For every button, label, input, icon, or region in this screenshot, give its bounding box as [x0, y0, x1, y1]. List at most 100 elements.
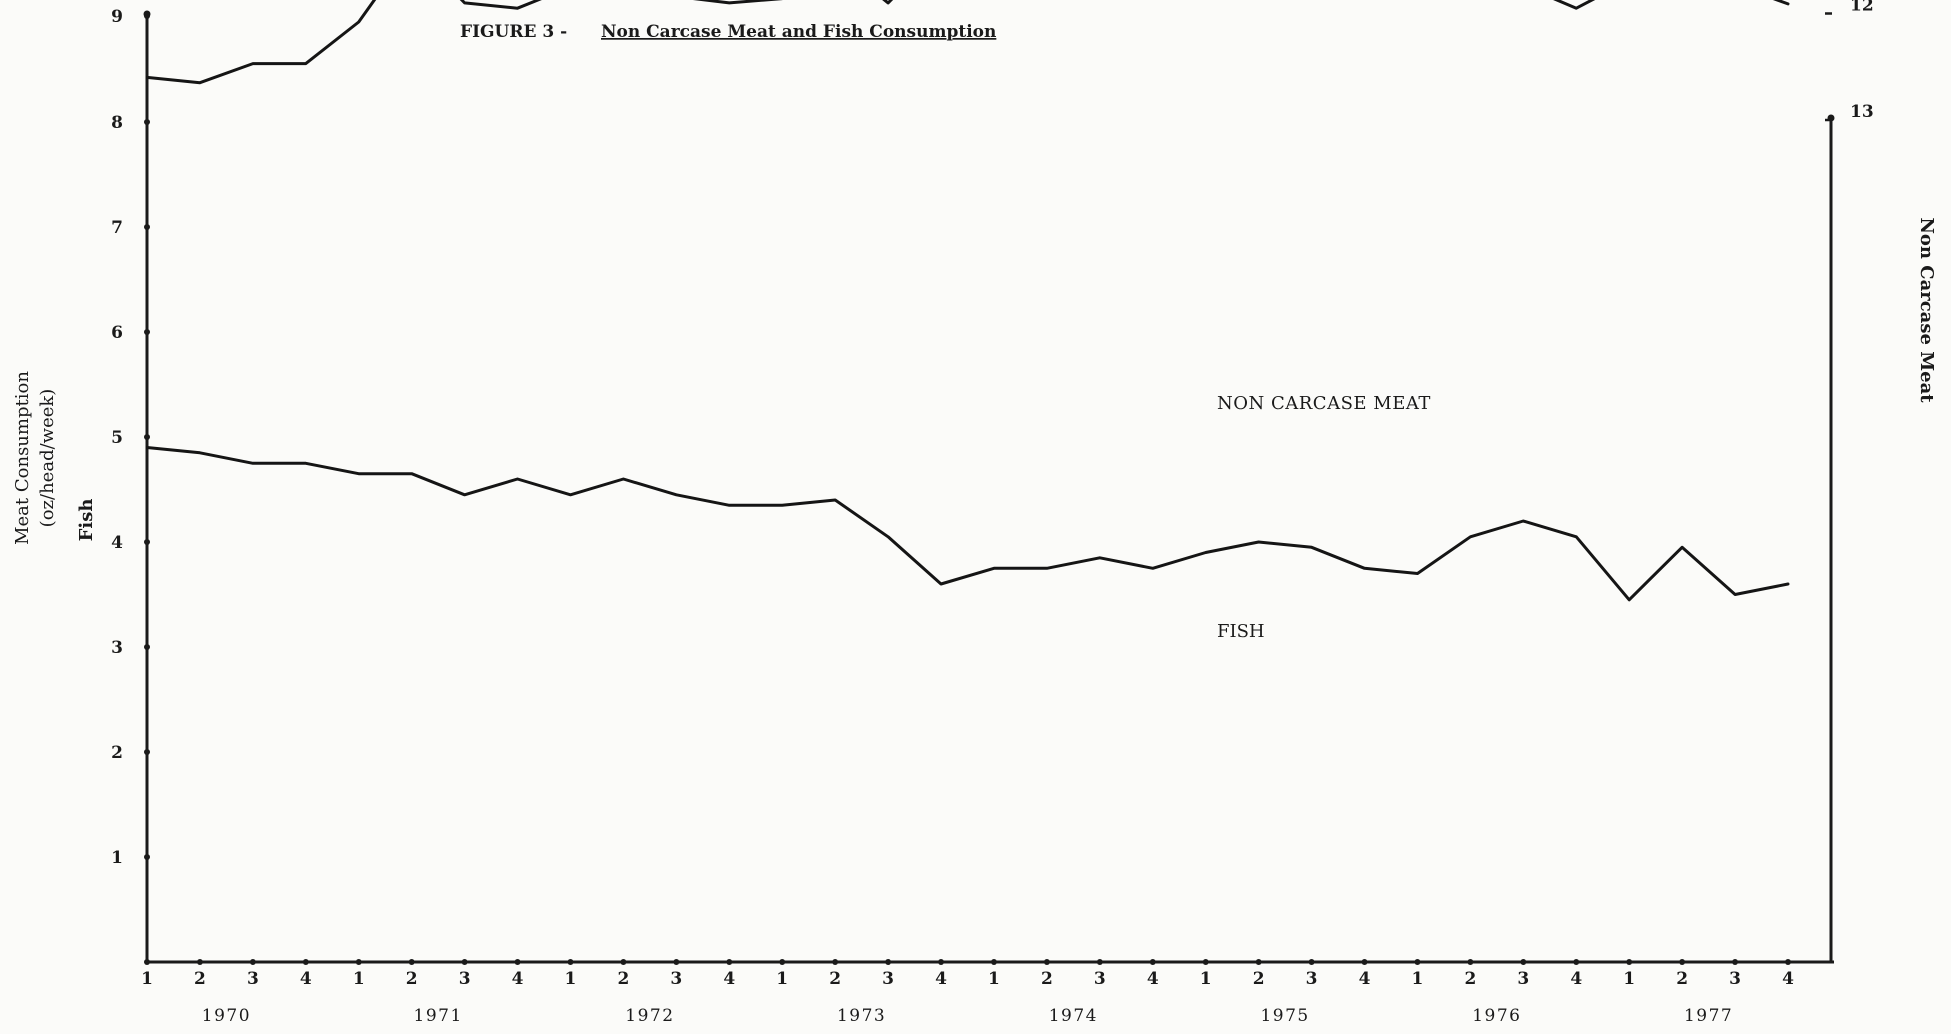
x-quarter-label: 4	[1359, 969, 1371, 989]
left-tick-dot	[144, 119, 150, 125]
left-tick-label: 2	[111, 743, 123, 763]
x-tick-dot	[620, 959, 627, 965]
x-year-label: 1973	[837, 1006, 886, 1026]
x-year-label: 1977	[1684, 1006, 1733, 1026]
x-tick-dot	[514, 959, 521, 965]
x-tick-dot	[1308, 959, 1315, 965]
x-quarter-label: 2	[406, 969, 418, 989]
left-tick-dot	[144, 854, 150, 860]
left-tick-label: 9	[111, 7, 123, 27]
left-axis-title: Meat Consumption	[12, 371, 33, 545]
x-tick-dot	[249, 959, 256, 965]
x-tick-dot	[1573, 959, 1580, 965]
chart-title: Non Carcase Meat and Fish Consumption	[601, 22, 996, 42]
right-tick-label: 13	[1850, 102, 1874, 122]
x-tick-dot	[1626, 959, 1633, 965]
x-quarter-label: 1	[565, 969, 577, 989]
left-tick-label: 3	[111, 638, 123, 658]
left-tick-label: 6	[111, 323, 123, 343]
x-quarter-label: 4	[1147, 969, 1159, 989]
x-quarter-label: 2	[1464, 969, 1476, 989]
chart-title-prefix: FIGURE 3 -	[460, 22, 567, 42]
x-tick-dot	[461, 959, 468, 965]
ticks-group: 1234567891011121312341234123412341234123…	[111, 0, 1874, 989]
x-year-label: 1972	[625, 1006, 674, 1026]
x-tick-dot	[1096, 959, 1103, 965]
x-quarter-label: 3	[247, 969, 259, 989]
x-tick-dot	[1255, 959, 1262, 965]
left-tick-label: 8	[111, 113, 123, 133]
left-tick-dot	[144, 13, 150, 19]
x-tick-dot	[885, 959, 892, 965]
left-tick-label: 4	[111, 533, 123, 553]
right-tick-label: 12	[1850, 0, 1874, 16]
x-tick-dot	[1043, 959, 1050, 965]
x-tick-dot	[1361, 959, 1368, 965]
x-quarter-label: 1	[776, 969, 788, 989]
left-tick-dot	[144, 539, 150, 545]
x-year-label: 1971	[414, 1006, 463, 1026]
x-tick-dot	[408, 959, 415, 965]
x-quarter-label: 3	[1306, 969, 1318, 989]
x-quarter-label: 2	[1676, 969, 1688, 989]
x-tick-dot	[673, 959, 680, 965]
left-tick-dot	[144, 329, 150, 335]
x-tick-dot	[355, 959, 362, 965]
x-tick-dot	[196, 959, 203, 965]
x-tick-dot	[567, 959, 574, 965]
x-tick-dot	[302, 959, 309, 965]
x-tick-dot	[1732, 959, 1739, 965]
right-axis-title: Non Carcase Meat	[1916, 217, 1937, 403]
left-tick-label: 7	[111, 218, 123, 238]
x-quarter-label: 2	[1041, 969, 1053, 989]
x-tick-dot	[1520, 959, 1527, 965]
series-label-fish: FISH	[1217, 621, 1265, 642]
left-tick-dot	[144, 434, 150, 440]
left-tick-label: 5	[111, 428, 123, 448]
x-quarter-label: 3	[459, 969, 471, 989]
x-quarter-label: 1	[353, 969, 365, 989]
series-label-non-carcase-meat: NON CARCASE MEAT	[1217, 393, 1431, 414]
x-tick-dot	[1414, 959, 1421, 965]
x-tick-dot	[1785, 959, 1791, 965]
x-quarter-label: 3	[1094, 969, 1106, 989]
x-year-label: 1975	[1260, 1006, 1309, 1026]
x-quarter-label: 4	[512, 969, 524, 989]
x-tick-dot	[990, 959, 997, 965]
x-quarter-label: 4	[1782, 969, 1794, 989]
x-quarter-label: 4	[935, 969, 947, 989]
labels-group: 1970 1971 1972 1973 1974 1975 1976 1977 NON CARC…	[12, 22, 1937, 1026]
x-quarter-label: 3	[1517, 969, 1529, 989]
x-quarter-label: 2	[829, 969, 841, 989]
x-tick-dot	[1467, 959, 1474, 965]
x-quarter-label: 2	[617, 969, 629, 989]
x-quarter-label: 1	[141, 969, 153, 989]
x-year-label: 1974	[1049, 1006, 1098, 1026]
x-tick-dot	[726, 959, 733, 965]
x-tick-dot	[938, 959, 945, 965]
x-quarter-label: 2	[194, 969, 206, 989]
x-tick-dot	[1679, 959, 1686, 965]
x-year-label: 1976	[1472, 1006, 1521, 1026]
x-quarter-label: 4	[723, 969, 735, 989]
x-quarter-label: 1	[988, 969, 1000, 989]
x-tick-dot	[1149, 959, 1156, 965]
axes-group	[143, 10, 1835, 964]
x-tick-dot	[832, 959, 839, 965]
left-axis-series-label: Fish	[76, 499, 97, 542]
x-tick-dot	[1202, 959, 1209, 965]
x-tick-dot	[779, 959, 786, 965]
x-quarter-label: 1	[1200, 969, 1212, 989]
left-tick-dot	[144, 749, 150, 755]
series-line-fish	[145, 446, 1790, 602]
x-quarter-label: 1	[1623, 969, 1635, 989]
left-tick-dot	[144, 224, 150, 230]
left-axis-units: (oz/head/week)	[37, 389, 58, 528]
x-quarter-label: 3	[882, 969, 894, 989]
series-group	[145, 0, 1790, 602]
x-quarter-label: 3	[1729, 969, 1741, 989]
x-quarter-label: 4	[1570, 969, 1582, 989]
x-quarter-label: 4	[300, 969, 312, 989]
